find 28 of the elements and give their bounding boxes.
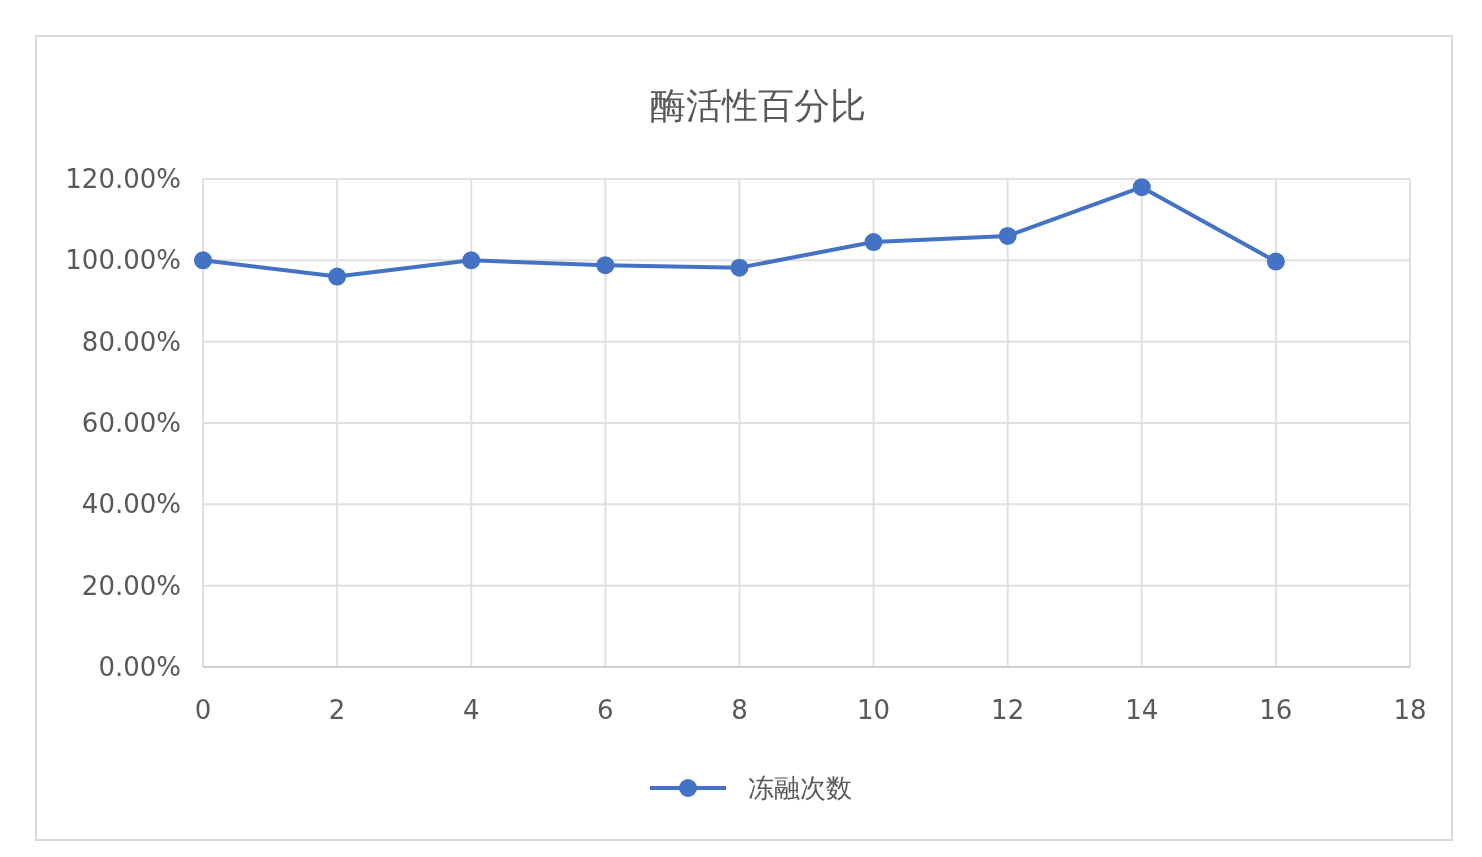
x-tick-label: 8 <box>731 695 748 725</box>
y-tick-label: 60.00% <box>81 408 181 438</box>
point <box>1266 252 1285 271</box>
x-tick-label: 12 <box>991 695 1025 725</box>
point <box>730 258 749 277</box>
point <box>998 226 1017 245</box>
x-tick-label: 18 <box>1393 695 1427 725</box>
y-tick-label: 80.00% <box>81 326 181 357</box>
x-tick-label: 2 <box>328 695 346 725</box>
x-tick-label: 14 <box>1125 695 1159 725</box>
legend-label: 冻融次数 <box>748 773 852 803</box>
y-tick-label: 40.00% <box>81 489 181 520</box>
x-tick-label: 6 <box>597 695 614 725</box>
chart-title: 酶活性百分比 <box>650 85 866 126</box>
x-tick-label: 10 <box>857 695 891 725</box>
y-tick-label: 20.00% <box>81 570 181 601</box>
point <box>462 251 481 270</box>
x-tick-label: 16 <box>1259 695 1293 725</box>
point <box>328 267 347 286</box>
y-tick-label: 100.00% <box>65 245 181 276</box>
y-tick-label: 0.00% <box>98 652 181 682</box>
x-tick-label: 4 <box>462 695 480 725</box>
x-tick-label: 0 <box>194 695 212 725</box>
point <box>596 256 615 275</box>
point <box>194 251 212 270</box>
y-tick-label: 120.00% <box>65 164 181 194</box>
point <box>1132 178 1151 197</box>
point <box>864 233 883 252</box>
